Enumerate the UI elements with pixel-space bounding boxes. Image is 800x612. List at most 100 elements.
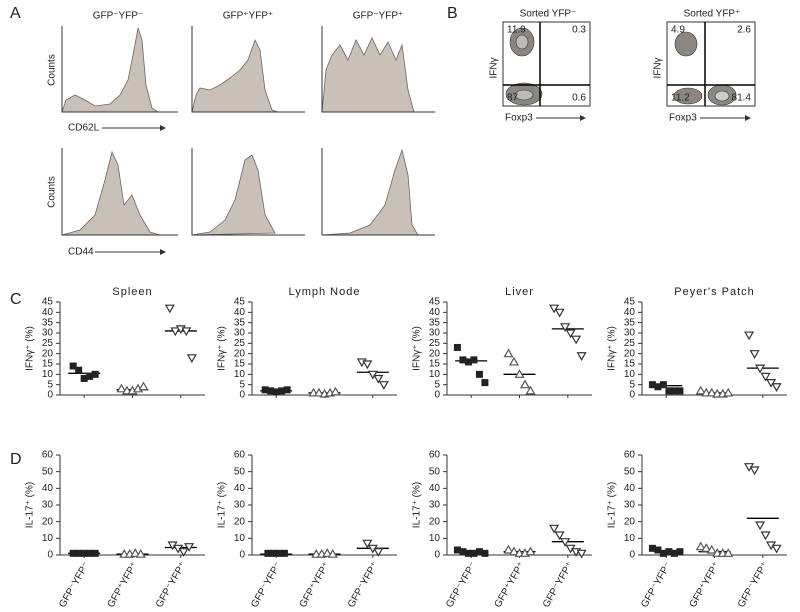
data-point <box>560 538 571 547</box>
panel-label: A <box>10 5 21 22</box>
data-point <box>760 372 771 382</box>
data-point <box>665 548 673 556</box>
column-title: GFP⁺YFP⁺ <box>223 11 274 22</box>
axes <box>251 302 397 396</box>
data-point <box>464 549 472 557</box>
data-point <box>91 549 99 557</box>
axes <box>641 302 787 396</box>
quadrant-value: 4.9 <box>671 25 685 36</box>
axes <box>251 455 397 556</box>
y-tick-label: 25 <box>42 338 54 349</box>
y-axis-label: IL-17⁺ (%) <box>25 482 36 528</box>
data-point <box>576 352 587 361</box>
chart-title: Spleen <box>112 286 152 298</box>
histogram <box>321 148 419 236</box>
x-tick-label: GFP⁺YFP⁺ <box>688 560 723 609</box>
y-tick-label: 60 <box>624 450 636 461</box>
histogram <box>61 150 161 236</box>
data-point <box>648 544 656 552</box>
y-tick-label: 40 <box>624 483 636 494</box>
contour <box>714 90 730 102</box>
data-point <box>695 541 706 551</box>
y-tick-label: 50 <box>624 466 636 477</box>
data-point <box>744 331 755 341</box>
y-tick-label: 10 <box>234 533 246 544</box>
data-point <box>508 356 520 366</box>
data-point <box>670 549 678 557</box>
data-point <box>170 327 181 337</box>
x-axis-label: Foxp3 <box>669 113 697 124</box>
data-point <box>514 369 525 378</box>
contour-title: Sorted YFP⁺ <box>684 9 741 20</box>
data-point <box>771 544 782 554</box>
y-tick-label: 15 <box>624 359 636 370</box>
data-point <box>706 387 717 397</box>
data-point <box>549 304 560 314</box>
axes <box>446 455 592 556</box>
y-tick-label: 20 <box>234 348 246 359</box>
data-point <box>565 329 576 339</box>
chart-title: Liver <box>505 286 534 298</box>
y-tick-label: 45 <box>429 297 441 308</box>
data-point <box>362 360 373 370</box>
x-tick-label: GFP⁺YFP⁺ <box>106 560 141 609</box>
data-point <box>648 381 656 389</box>
data-point <box>771 383 782 392</box>
panel-label: D <box>10 451 22 468</box>
histogram <box>61 27 160 113</box>
data-point <box>278 387 286 395</box>
data-point <box>470 549 478 557</box>
data-point <box>508 546 520 556</box>
quadrant-value: 11.9 <box>507 25 526 36</box>
y-tick-label: 25 <box>624 338 636 349</box>
data-point <box>322 548 333 557</box>
data-point <box>75 366 83 374</box>
histogram-axes <box>61 26 435 236</box>
data-point <box>327 548 338 558</box>
data-point <box>91 370 99 378</box>
x-tick-label: GFP⁻YFP⁻ <box>249 560 284 609</box>
data-point <box>164 304 175 314</box>
data-point <box>283 386 291 394</box>
y-tick-label: 30 <box>429 500 441 511</box>
contour <box>515 34 529 50</box>
y-tick-label: 20 <box>429 348 441 359</box>
quadrant-value: 11.2 <box>671 93 690 104</box>
y-tick-label: 50 <box>42 466 54 477</box>
data-point <box>459 548 467 556</box>
data-point <box>723 548 734 557</box>
y-tick-label: 0 <box>629 390 635 401</box>
y-tick-label: 30 <box>624 500 636 511</box>
x-tick-label: GFP⁻YFP⁻ <box>444 560 479 609</box>
data-point <box>654 546 662 554</box>
data-point <box>755 521 766 531</box>
contour <box>514 89 534 101</box>
data-point <box>453 343 461 351</box>
y-tick-label: 0 <box>434 550 440 561</box>
y-axis-label: IFNγ <box>489 57 500 78</box>
x-tick-label: GFP⁻YFP⁺ <box>541 560 576 609</box>
panel-label: B <box>447 5 458 22</box>
y-tick-label: 40 <box>234 307 246 318</box>
contour <box>674 31 698 57</box>
data-point <box>676 387 684 395</box>
data-point <box>80 549 88 557</box>
data-point <box>80 374 88 382</box>
data-point <box>554 531 565 541</box>
quadrant-value: 0.3 <box>572 25 586 36</box>
y-tick-label: 5 <box>629 379 635 390</box>
y-tick-label: 10 <box>42 369 54 380</box>
data-point <box>181 327 192 337</box>
data-point <box>184 543 195 552</box>
histogram <box>321 37 415 113</box>
data-point <box>75 549 83 557</box>
contours: Sorted YFP⁻ Sorted YFP⁺ 11.9 0.3 87 0.6 … <box>489 9 756 124</box>
data-point <box>503 544 514 554</box>
y-tick-label: 45 <box>234 297 246 308</box>
y-tick-label: 10 <box>624 533 636 544</box>
y-tick-label: 20 <box>234 516 246 527</box>
y-tick-label: 40 <box>624 307 636 318</box>
x-tick-label: GFP⁻YFP⁺ <box>346 560 381 609</box>
data-point <box>549 524 560 534</box>
